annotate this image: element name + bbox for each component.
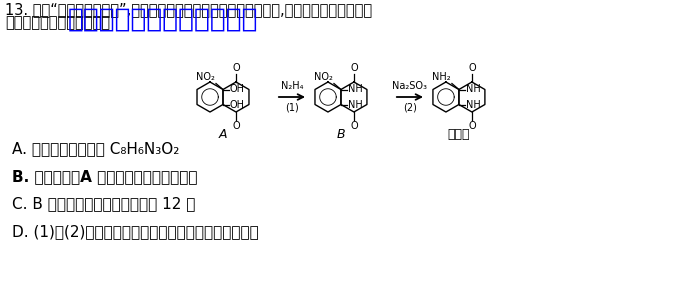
Text: (1): (1): [285, 103, 299, 113]
Text: B. 一定条件，A 可以和甘油发生聚合反应: B. 一定条件，A 可以和甘油发生聚合反应: [12, 169, 197, 184]
Text: NH: NH: [348, 99, 363, 110]
Text: NH: NH: [466, 99, 481, 110]
Text: O: O: [468, 121, 476, 131]
Text: C. B 中处于同一平面的原子最多 12 个: C. B 中处于同一平面的原子最多 12 个: [12, 196, 195, 211]
Text: NH₂: NH₂: [433, 73, 451, 82]
Text: OH: OH: [230, 84, 245, 95]
Text: OH: OH: [230, 99, 245, 110]
Text: 示。下列有关说法正确的是: 示。下列有关说法正确的是: [5, 15, 110, 30]
Text: O: O: [232, 63, 240, 73]
Text: (2): (2): [403, 103, 417, 113]
Text: 微信公众号关注：趣找答案: 微信公众号关注：趣找答案: [68, 7, 258, 33]
Text: NO₂: NO₂: [196, 73, 215, 82]
Text: N₂H₄: N₂H₄: [281, 81, 303, 91]
Text: A. 鲁米诺的化学式为 C₈H₆N₃O₂: A. 鲁米诺的化学式为 C₈H₆N₃O₂: [12, 141, 179, 156]
Text: Na₂SO₃: Na₂SO₃: [393, 81, 428, 91]
Text: O: O: [232, 121, 240, 131]
Text: NH: NH: [466, 84, 481, 95]
Text: 鲁米诺: 鲁米诺: [448, 128, 470, 141]
Text: 13. 作为“血迹检测小王子”,鲁米诺反应在刑侦中扮演了重要的角色,其一种合成原理如图所: 13. 作为“血迹检测小王子”,鲁米诺反应在刑侦中扮演了重要的角色,其一种合成原…: [5, 2, 372, 17]
Text: O: O: [350, 121, 358, 131]
Text: O: O: [468, 63, 476, 73]
Text: O: O: [350, 63, 358, 73]
Text: NH: NH: [348, 84, 363, 95]
Text: D. (1)、(2)两步的反应类型分别为加成反应和取代反应: D. (1)、(2)两步的反应类型分别为加成反应和取代反应: [12, 224, 259, 239]
Text: A: A: [218, 128, 228, 141]
Text: B: B: [337, 128, 345, 141]
Text: NO₂: NO₂: [314, 73, 333, 82]
